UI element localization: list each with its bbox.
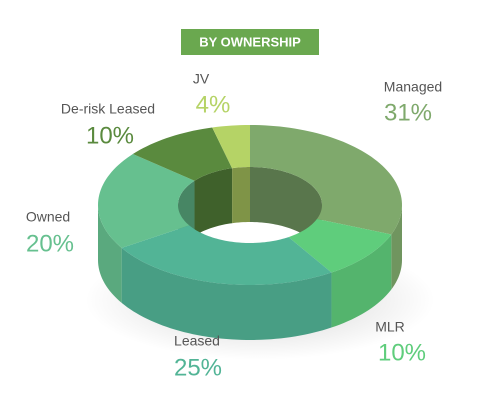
donut [98,125,402,340]
inner-wall [232,167,250,224]
label-name: Owned [26,209,70,225]
outer-wall [391,205,402,290]
label-name: MLR [375,319,405,335]
slice-top [250,125,402,235]
slice-top [132,127,233,181]
label-value: 10% [86,122,134,149]
label-value: 4% [196,91,231,118]
label-value: 20% [26,230,74,257]
inner-wall [250,167,322,260]
outer-wall [98,205,122,303]
inner-wall [194,168,233,236]
label-name: Managed [384,79,442,95]
slice-top [288,218,392,273]
slice-top [212,125,250,169]
title-box [181,29,319,55]
outer-wall [121,247,332,340]
label-value: 31% [384,99,432,126]
chart-title: BY OWNERSHIP [199,34,301,49]
label-value: 25% [174,354,222,381]
label-name: JV [193,71,210,87]
outer-wall [331,234,392,328]
label-name: De-risk Leased [61,101,155,117]
label-name: Leased [174,333,220,349]
slice-top [98,154,195,248]
slice-top [121,225,332,285]
label-value: 10% [378,339,426,366]
